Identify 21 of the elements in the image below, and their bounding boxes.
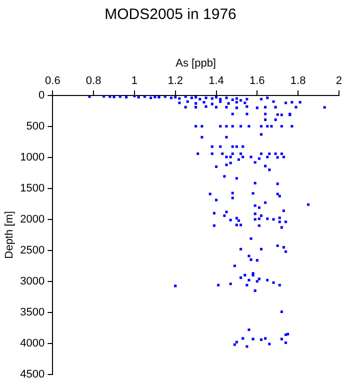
y-tick-label: 3500 [20, 306, 45, 318]
chart-title: MODS2005 in 1976 [104, 6, 236, 24]
y-tick-label: 2000 [20, 213, 45, 226]
y-tick-label: 1000 [20, 151, 45, 164]
y-tick-label: 2500 [20, 244, 45, 256]
y-tick-label: 1500 [20, 182, 45, 194]
y-axis-title: Depth [m] [4, 211, 16, 259]
y-tick-label: 0 [38, 89, 45, 102]
y-tick-label: 4000 [20, 337, 45, 350]
x-tick-label: 1.6 [250, 74, 265, 87]
x-tick-label: 1.4 [208, 74, 224, 87]
x-tick-label: 0.6 [45, 74, 60, 87]
y-tick-label: 500 [26, 120, 45, 132]
y-tick-label: 3000 [20, 275, 45, 288]
x-tick-label: 1.8 [290, 74, 306, 87]
y-tick-label: 4500 [20, 368, 45, 380]
x-tick-label: 2 [336, 74, 342, 87]
x-tick-label: 1.2 [168, 74, 184, 87]
x-tick-label: 0.8 [86, 74, 102, 87]
x-axis-title: As [ppb] [176, 58, 216, 70]
x-tick-label: 1 [131, 74, 138, 87]
